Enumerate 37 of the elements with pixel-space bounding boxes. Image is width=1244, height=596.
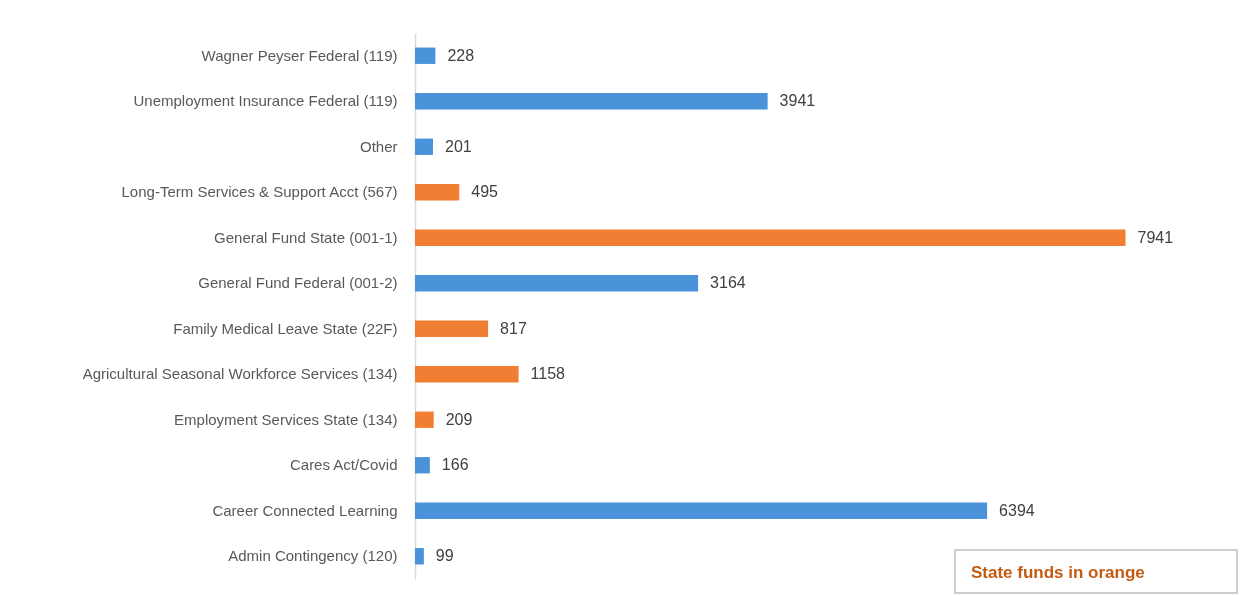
data-label: 209: [445, 410, 473, 428]
y-tick-label: Cares Act/Covid: [289, 456, 398, 474]
y-tick-label: Wagner Peyser Federal (119): [201, 46, 398, 64]
y-tick-label: Other: [359, 137, 398, 155]
y-tick-label: Unemployment Insurance Federal (119): [133, 92, 398, 110]
data-label: 166: [441, 456, 469, 474]
bar: [415, 548, 424, 565]
bar: [415, 502, 988, 519]
y-tick-label: General Fund State (001-1): [214, 228, 398, 246]
bar: [415, 138, 433, 155]
data-label: 228: [447, 46, 475, 64]
bar: [415, 366, 519, 383]
data-label: 817: [500, 319, 527, 337]
bar: [415, 411, 434, 428]
y-tick-label: Long-Term Services & Support Acct (567): [121, 183, 398, 201]
bar: [415, 184, 460, 201]
bar: [415, 229, 1126, 246]
data-label: 3941: [779, 92, 816, 110]
data-label: 1158: [530, 365, 566, 383]
y-tick-label: Agricultural Seasonal Workforce Services (134): [82, 365, 398, 383]
data-label: 3164: [710, 274, 746, 292]
data-label: 495: [471, 183, 499, 201]
data-label: 7941: [1137, 228, 1174, 246]
y-tick-label: Career Connected Learning: [212, 501, 398, 519]
bar: [415, 457, 430, 474]
annotation: State funds in orange: [971, 563, 1145, 582]
y-tick-label: Family Medical Leave State (22F): [173, 319, 398, 337]
data-label: 201: [444, 137, 472, 155]
bar: [415, 93, 768, 110]
y-tick-label: General Fund Federal (001-2): [198, 274, 398, 292]
bar: [415, 47, 436, 64]
bar: [415, 275, 699, 292]
y-tick-label: Employment Services State (134): [174, 410, 398, 428]
data-label: 99: [435, 547, 454, 565]
bar: [415, 320, 489, 337]
y-tick-label: Admin Contingency (120): [228, 547, 398, 565]
data-label: 6394: [999, 501, 1035, 519]
